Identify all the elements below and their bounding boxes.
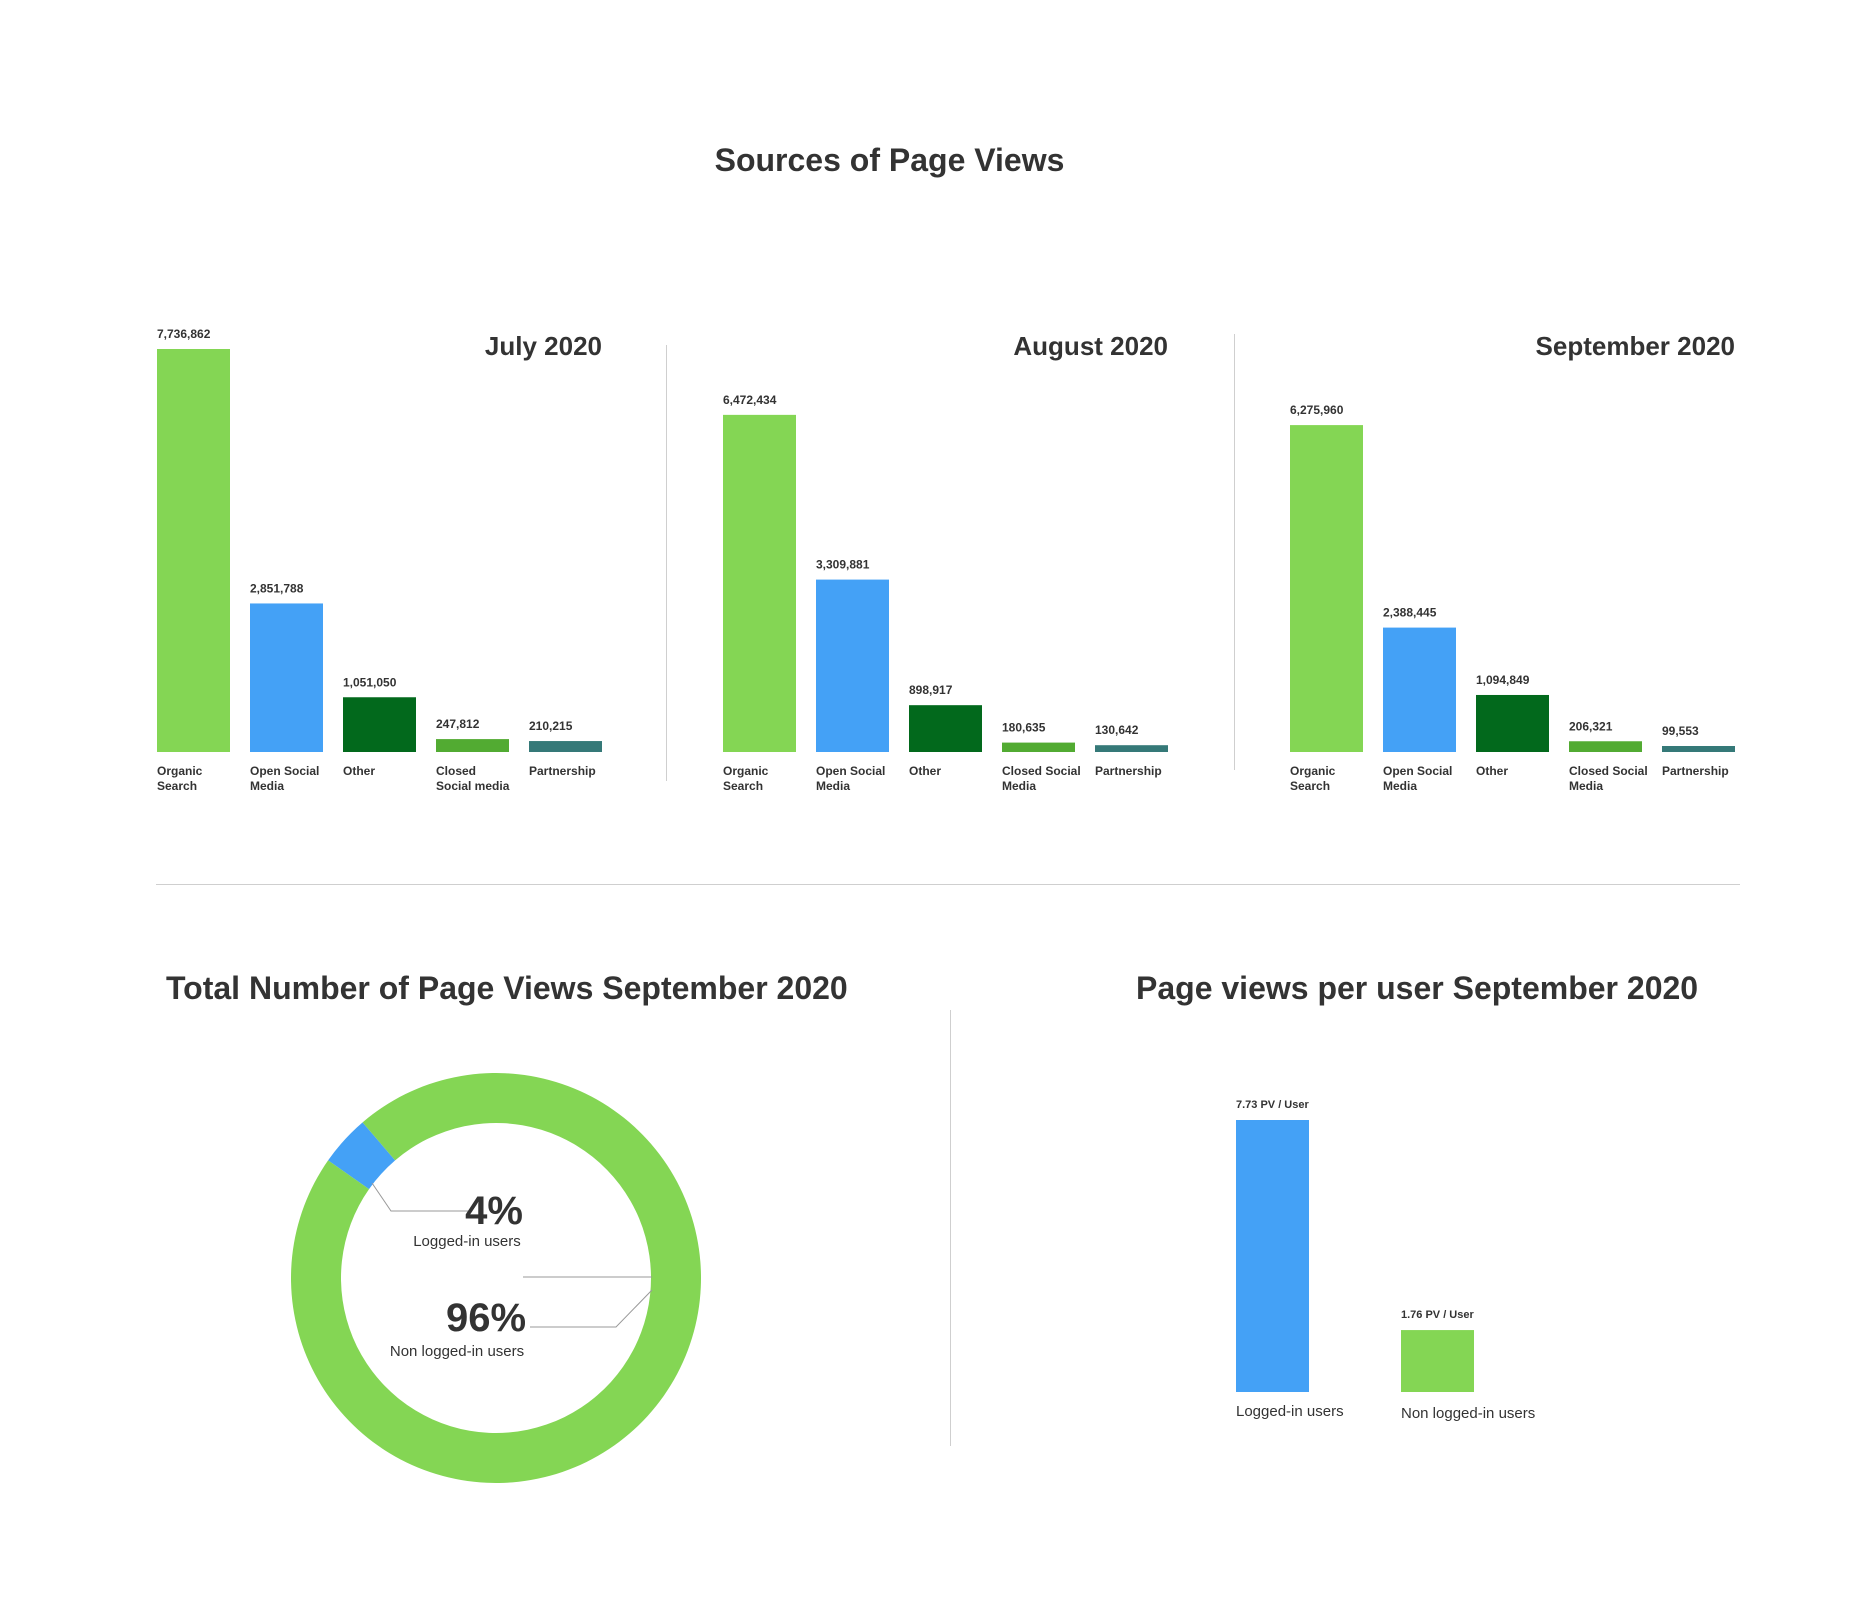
bar — [1290, 425, 1363, 752]
bar — [436, 739, 509, 752]
tick-label: Other — [1476, 764, 1508, 778]
tick-label: Organic — [723, 764, 769, 778]
tick-label: Media — [1002, 779, 1036, 793]
donut-category-label: Logged-in users — [413, 1233, 521, 1250]
bar — [343, 697, 416, 752]
donut-slice — [328, 1122, 396, 1190]
tick-label: Media — [1569, 779, 1603, 793]
tick-label: Open Social — [816, 764, 885, 778]
tick-label: Closed — [436, 764, 476, 778]
tick-label: Open Social — [250, 764, 319, 778]
bar — [1095, 745, 1168, 752]
bar — [816, 579, 889, 752]
tick-label: Open Social — [1383, 764, 1452, 778]
bar — [1401, 1330, 1474, 1392]
section-divider — [156, 884, 1740, 885]
data-label: 210,215 — [529, 719, 573, 733]
tick-label: Search — [157, 779, 197, 793]
data-label: 247,812 — [436, 717, 480, 731]
tick-label: Closed Social — [1569, 764, 1648, 778]
bar — [909, 705, 982, 752]
pv-per-user-title: Page views per user September 2020 — [1136, 970, 1699, 1006]
data-label: 2,388,445 — [1383, 606, 1437, 620]
tick-label: Other — [343, 764, 375, 778]
data-label: 7,736,862 — [157, 327, 211, 341]
tick-label: Search — [1290, 779, 1330, 793]
tick-label: Logged-in users — [1236, 1403, 1344, 1420]
data-label: 2,851,788 — [250, 581, 304, 595]
data-label: 3,309,881 — [816, 558, 870, 572]
tick-label: Other — [909, 764, 941, 778]
bar — [1476, 694, 1549, 752]
tick-label: Organic — [157, 764, 203, 778]
bar — [529, 741, 602, 752]
tick-label: Search — [723, 779, 763, 793]
tick-label: Media — [1383, 779, 1417, 793]
data-label: 1.76 PV / User — [1401, 1309, 1474, 1321]
bar — [250, 603, 323, 752]
tick-label: Partnership — [1662, 764, 1729, 778]
bar — [1383, 627, 1456, 752]
separator-bottom — [950, 1010, 951, 1446]
bar — [1569, 741, 1642, 752]
data-label: 1,051,050 — [343, 675, 397, 689]
page-title: Sources of Page Views — [714, 142, 1065, 178]
donut-chart-title: Total Number of Page Views September 202… — [166, 970, 848, 1006]
tick-label: Non logged-in users — [1401, 1405, 1535, 1422]
separator-august-september — [1234, 334, 1235, 770]
bar — [1002, 742, 1075, 752]
chart-title: July 2020 — [485, 331, 602, 361]
bar — [1662, 746, 1735, 752]
donut-category-label: Non logged-in users — [390, 1343, 524, 1360]
data-label: 180,635 — [1002, 721, 1046, 735]
tick-label: Organic — [1290, 764, 1336, 778]
tick-label: Closed Social — [1002, 764, 1081, 778]
leader-line — [530, 1289, 653, 1328]
tick-label: Partnership — [1095, 764, 1162, 778]
chart-title: September 2020 — [1536, 331, 1735, 361]
data-label: 6,472,434 — [723, 393, 777, 407]
chart-title: August 2020 — [1013, 331, 1168, 361]
leader-line — [371, 1182, 470, 1212]
separator-july-august — [666, 345, 667, 781]
data-label: 6,275,960 — [1290, 403, 1344, 417]
data-label: 130,642 — [1095, 723, 1139, 737]
pv-per-user-chart: 7.73 PV / User Logged-in users 1.76 PV / U… — [1236, 1099, 1535, 1422]
donut-value-label: 96% — [446, 1296, 526, 1340]
tick-label: Partnership — [529, 764, 596, 778]
tick-label: Media — [816, 779, 850, 793]
tick-label: Social media — [436, 779, 510, 793]
data-label: 99,553 — [1662, 724, 1699, 738]
data-label: 898,917 — [909, 683, 953, 697]
bar — [1236, 1120, 1309, 1392]
tick-label: Media — [250, 779, 284, 793]
data-label: 7.73 PV / User — [1236, 1099, 1309, 1111]
donut-value-label: 4% — [465, 1189, 523, 1233]
data-label: 206,321 — [1569, 719, 1613, 733]
donut-chart: 4%Logged-in users 96% Non logged-in users — [291, 1072, 702, 1483]
bar — [157, 349, 230, 752]
bar — [723, 414, 796, 752]
data-label: 1,094,849 — [1476, 673, 1530, 687]
